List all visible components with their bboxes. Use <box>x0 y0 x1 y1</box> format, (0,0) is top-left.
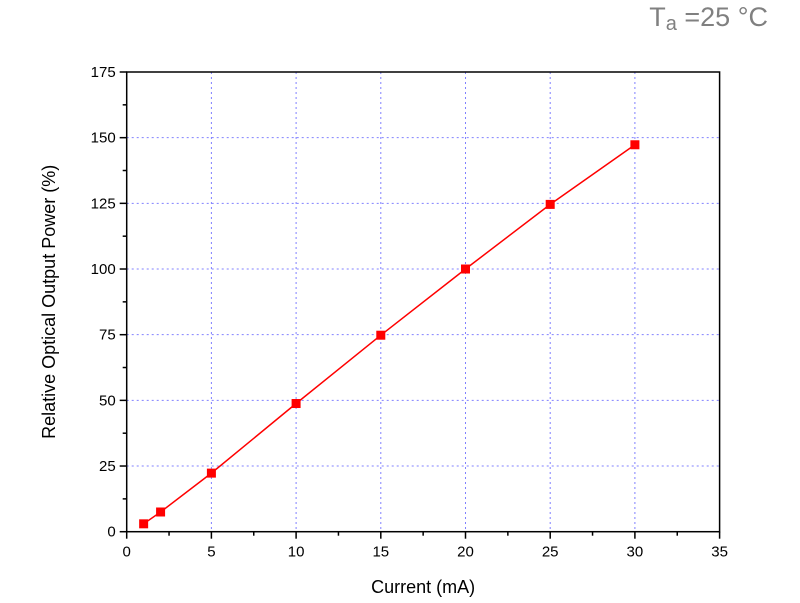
x-tick-label: 5 <box>207 544 215 561</box>
y-tick-label: 50 <box>99 392 116 409</box>
y-tick-label: 100 <box>91 261 116 278</box>
y-axis-label: Relative Optical Output Power (%) <box>39 165 59 439</box>
x-tick-label: 20 <box>457 544 474 561</box>
x-tick-label: 25 <box>542 544 559 561</box>
data-point <box>630 140 640 150</box>
data-point <box>139 519 149 529</box>
data-point <box>376 330 386 340</box>
data-point <box>545 199 555 209</box>
data-point <box>291 399 301 409</box>
y-tick-label: 25 <box>99 458 116 475</box>
data-point <box>461 264 470 274</box>
x-tick-label: 35 <box>711 544 728 561</box>
series-line <box>143 144 636 525</box>
y-tick-label: 125 <box>91 195 116 212</box>
x-tick-label: 30 <box>627 544 644 561</box>
title-rest: =25 °C <box>676 2 768 32</box>
title-main: T <box>649 2 666 32</box>
y-tick-label: 150 <box>91 130 116 147</box>
y-tick-label: 175 <box>91 64 116 81</box>
y-tick-label: 0 <box>107 524 115 541</box>
x-axis-label: Current (mA) <box>371 577 475 597</box>
x-tick-label: 15 <box>372 544 389 561</box>
x-tick-label: 0 <box>123 544 131 561</box>
y-tick-label: 75 <box>99 327 116 344</box>
chart-title: Ta =25 °C <box>649 2 768 36</box>
title-subscript: a <box>665 13 677 35</box>
x-tick-label: 10 <box>288 544 305 561</box>
data-point <box>206 468 216 478</box>
data-point <box>156 507 166 517</box>
